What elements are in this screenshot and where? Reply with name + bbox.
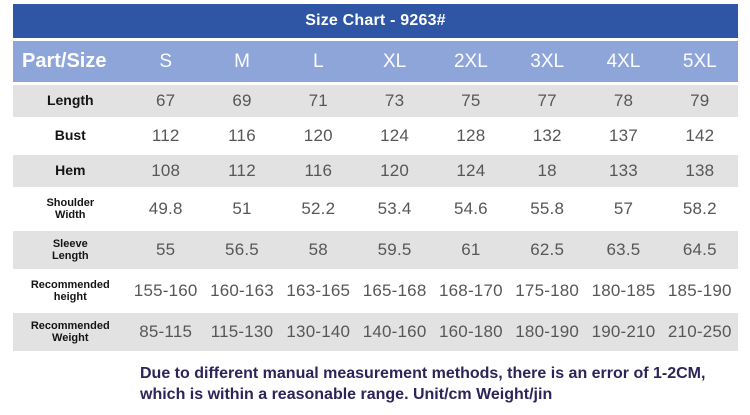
cell-value: 138 <box>661 155 738 187</box>
cell-value: 55.8 <box>509 190 586 228</box>
table-row: Sleeve Length 55 56.5 58 59.5 61 62.5 63.5 64.5 <box>13 231 738 269</box>
row-label: Recommended Weight <box>13 313 128 351</box>
cell-value: 79 <box>661 85 738 117</box>
cell-value: 112 <box>127 120 204 152</box>
cell-value: 175-180 <box>509 272 586 310</box>
cell-value: 62.5 <box>509 231 586 269</box>
size-chart-table: Size Chart - 9263# Part/Size S M L XL 2XL 3XL… <box>13 4 738 354</box>
row-label: Sleeve Length <box>13 231 128 269</box>
size-column-header: S <box>127 41 204 82</box>
cell-value: 142 <box>661 120 738 152</box>
cell-value: 130-140 <box>280 313 357 351</box>
cell-value: 133 <box>585 155 662 187</box>
cell-value: 63.5 <box>585 231 662 269</box>
cell-value: 56.5 <box>203 231 281 269</box>
cell-value: 67 <box>127 85 204 117</box>
cell-value: 165-168 <box>356 272 433 310</box>
cell-value: 168-170 <box>432 272 510 310</box>
cell-value: 78 <box>585 85 662 117</box>
cell-value: 52.2 <box>280 190 357 228</box>
size-table: Part/Size S M L XL 2XL 3XL 4XL 5XL Length 67 69 71… <box>13 38 738 354</box>
cell-value: 155-160 <box>127 272 204 310</box>
cell-value: 58.2 <box>661 190 738 228</box>
cell-value: 51 <box>203 190 281 228</box>
cell-value: 73 <box>356 85 433 117</box>
cell-value: 112 <box>203 155 281 187</box>
table-row: Recommended height 155-160 160-163 163-165 1… <box>13 272 738 310</box>
cell-value: 163-165 <box>280 272 357 310</box>
size-column-header: 3XL <box>509 41 586 82</box>
cell-value: 53.4 <box>356 190 433 228</box>
size-header-row: Part/Size S M L XL 2XL 3XL 4XL 5XL <box>13 41 738 82</box>
cell-value: 58 <box>280 231 357 269</box>
cell-value: 18 <box>509 155 586 187</box>
row-label: Hem <box>13 155 128 187</box>
cell-value: 180-190 <box>509 313 586 351</box>
table-row: Hem 108 112 116 120 124 18 133 138 <box>13 155 738 187</box>
cell-value: 57 <box>585 190 662 228</box>
cell-value: 55 <box>127 231 204 269</box>
size-column-header: L <box>280 41 357 82</box>
cell-value: 59.5 <box>356 231 433 269</box>
row-label: Length <box>13 85 128 117</box>
cell-value: 77 <box>509 85 586 117</box>
table-row: Length 67 69 71 73 75 77 78 79 <box>13 85 738 117</box>
cell-value: 85-115 <box>127 313 204 351</box>
cell-value: 120 <box>356 155 433 187</box>
table-row: Bust 112 116 120 124 128 132 137 142 <box>13 120 738 152</box>
size-column-header: 5XL <box>661 41 738 82</box>
cell-value: 71 <box>280 85 357 117</box>
cell-value: 116 <box>280 155 357 187</box>
cell-value: 124 <box>432 155 510 187</box>
cell-value: 75 <box>432 85 510 117</box>
cell-value: 160-180 <box>432 313 510 351</box>
size-chart-title: Size Chart - 9263# <box>13 4 738 38</box>
cell-value: 180-185 <box>585 272 662 310</box>
cell-value: 140-160 <box>356 313 433 351</box>
cell-value: 49.8 <box>127 190 204 228</box>
row-label: Shoulder Width <box>13 190 128 228</box>
cell-value: 116 <box>203 120 281 152</box>
cell-value: 190-210 <box>585 313 662 351</box>
cell-value: 137 <box>585 120 662 152</box>
size-column-header: M <box>203 41 281 82</box>
cell-value: 108 <box>127 155 204 187</box>
cell-value: 120 <box>280 120 357 152</box>
row-label: Bust <box>13 120 128 152</box>
corner-header-part-size: Part/Size <box>13 41 128 82</box>
measurement-disclaimer: Due to different manual measurement meth… <box>140 365 706 403</box>
size-column-header: 4XL <box>585 41 662 82</box>
cell-value: 128 <box>432 120 510 152</box>
cell-value: 69 <box>203 85 281 117</box>
cell-value: 160-163 <box>203 272 281 310</box>
cell-value: 185-190 <box>661 272 738 310</box>
cell-value: 54.6 <box>432 190 510 228</box>
cell-value: 115-130 <box>203 313 281 351</box>
cell-value: 124 <box>356 120 433 152</box>
table-row: Recommended Weight 85-115 115-130 130-140 14… <box>13 313 738 351</box>
table-row: Shoulder Width 49.8 51 52.2 53.4 54.6 55.8 57 58… <box>13 190 738 228</box>
cell-value: 132 <box>509 120 586 152</box>
cell-value: 64.5 <box>661 231 738 269</box>
size-column-header: XL <box>356 41 433 82</box>
cell-value: 61 <box>432 231 510 269</box>
cell-value: 210-250 <box>661 313 738 351</box>
size-column-header: 2XL <box>432 41 510 82</box>
row-label: Recommended height <box>13 272 128 310</box>
